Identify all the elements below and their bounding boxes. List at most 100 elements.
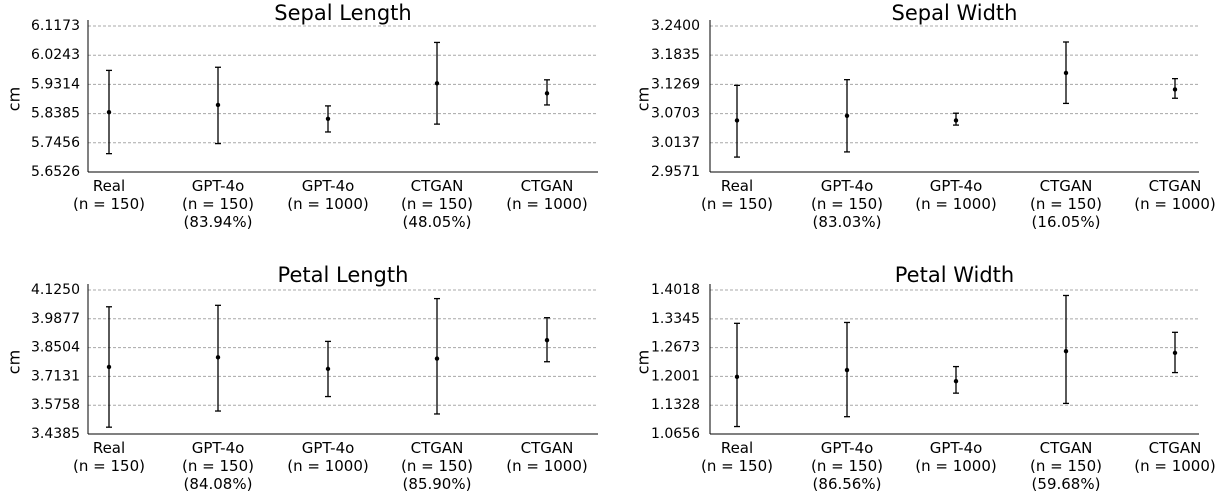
y-tick-label: 2.9571: [651, 164, 700, 180]
x-tick-label-line: (n = 1000): [1134, 457, 1216, 475]
x-tick-label-line: Real: [93, 177, 125, 195]
x-tick-label: CTGAN (n = 1000): [506, 439, 588, 475]
x-tick-label-line: (n = 150): [701, 195, 773, 213]
x-tick-label-line: (85.90%): [403, 475, 472, 493]
y-tick-label: 3.0137: [651, 135, 700, 151]
x-tick-label-line: (n = 150): [73, 457, 145, 475]
x-tick-label-line: CTGAN: [411, 177, 464, 195]
mean-point: [953, 378, 959, 384]
x-tick-label-line: CTGAN: [1149, 439, 1202, 457]
x-tick-label-line: CTGAN: [1149, 177, 1202, 195]
y-tick-label: 5.6526: [31, 164, 80, 180]
x-tick-label-line: (n = 150): [701, 457, 773, 475]
x-tick-label-line: (n = 150): [182, 195, 254, 213]
x-tick-label-line: CTGAN: [521, 439, 574, 457]
mean-point: [953, 118, 959, 123]
mean-point: [434, 356, 440, 361]
x-tick-label: CTGAN (n = 150) (59.68%): [1030, 439, 1102, 493]
y-tick-label: 5.9314: [31, 76, 80, 92]
mean-point: [844, 113, 850, 118]
y-tick-label: 3.2400: [651, 18, 700, 34]
x-tick-label-line: (n = 150): [811, 195, 883, 213]
chart-panel-1: Sepal Length cm 5.6526 5.7456 5.8385 5.9314 6.…: [5, 1, 598, 231]
x-tick-label-line: (n = 150): [401, 457, 473, 475]
y-tick-label: 3.7131: [31, 368, 80, 384]
x-tick-label: Real (n = 150): [73, 177, 145, 213]
mean-point: [434, 81, 440, 86]
x-tick-label-line: Real: [721, 439, 753, 457]
mean-point: [1063, 348, 1069, 354]
mean-point: [734, 118, 740, 123]
x-tick-label: Real (n = 150): [701, 177, 773, 213]
y-tick-label: 1.0656: [651, 426, 700, 442]
y-tick-label: 3.1269: [651, 76, 700, 92]
mean-point: [106, 364, 112, 370]
mean-point: [734, 374, 740, 380]
chart-panel-4: Petal Width cm 1.0656 1.1328 1.2001 1.2673 1.3…: [634, 263, 1216, 493]
x-tick-label: CTGAN (n = 150) (85.90%): [401, 439, 473, 493]
x-tick-label: GPT-4o (n = 150) (83.94%): [182, 177, 254, 231]
x-tick-label-line: (83.03%): [813, 213, 882, 231]
mean-point: [1063, 70, 1069, 76]
mean-point: [215, 355, 221, 360]
x-tick-label-line: (n = 1000): [915, 457, 997, 475]
y-tick-label: 3.1835: [651, 47, 700, 63]
mean-point: [106, 109, 112, 115]
x-tick-label: CTGAN (n = 1000): [1134, 177, 1216, 213]
y-tick-label: 6.1173: [31, 18, 80, 34]
mean-point: [1172, 350, 1178, 356]
x-tick-label: GPT-4o (n = 1000): [287, 439, 369, 475]
x-tick-label-line: (n = 1000): [506, 195, 588, 213]
mean-point: [215, 102, 221, 108]
x-tick-label-line: GPT-4o: [930, 177, 983, 195]
x-tick-label-line: (n = 150): [401, 195, 473, 213]
x-tick-label-line: (n = 150): [1030, 457, 1102, 475]
x-tick-label: CTGAN (n = 150) (16.05%): [1030, 177, 1102, 231]
x-tick-label-line: (n = 1000): [287, 457, 369, 475]
chart-title: Sepal Length: [274, 1, 411, 25]
mean-point: [1172, 87, 1178, 92]
y-tick-label: 3.8504: [31, 340, 80, 356]
mean-point: [844, 367, 850, 373]
mean-point: [325, 366, 331, 372]
x-tick-label-line: GPT-4o: [302, 177, 355, 195]
y-tick-label: 4.1250: [31, 282, 80, 298]
y-tick-label: 3.4385: [31, 426, 80, 442]
chart-panel-2: Sepal Width cm 2.9571 3.0137 3.0703 3.1269 3.1…: [634, 1, 1216, 231]
x-tick-label-line: (n = 1000): [506, 457, 588, 475]
x-tick-label-line: CTGAN: [411, 439, 464, 457]
y-tick-label: 1.4018: [651, 282, 700, 298]
x-tick-label-line: (n = 150): [182, 457, 254, 475]
x-tick-label-line: (n = 1000): [287, 195, 369, 213]
y-axis-label: cm: [634, 350, 653, 374]
x-tick-label-line: GPT-4o: [192, 177, 245, 195]
y-tick-label: 1.2673: [651, 340, 700, 356]
x-tick-label: GPT-4o (n = 1000): [915, 439, 997, 475]
x-tick-label: GPT-4o (n = 1000): [915, 177, 997, 213]
x-tick-label: GPT-4o (n = 150) (84.08%): [182, 439, 254, 493]
x-tick-label-line: (n = 150): [1030, 195, 1102, 213]
x-tick-label: Real (n = 150): [701, 439, 773, 475]
x-tick-label-line: (n = 150): [811, 457, 883, 475]
chart-panel-3: Petal Length cm 3.4385 3.5758 3.7131 3.8504 3.…: [5, 263, 598, 493]
y-tick-label: 5.8385: [31, 106, 80, 122]
x-tick-label-line: CTGAN: [521, 177, 574, 195]
x-tick-label-line: (84.08%): [184, 475, 253, 493]
x-tick-label-line: (16.05%): [1032, 213, 1101, 231]
x-tick-label: GPT-4o (n = 150) (86.56%): [811, 439, 883, 493]
y-tick-label: 1.2001: [651, 368, 700, 384]
x-tick-label: GPT-4o (n = 1000): [287, 177, 369, 213]
x-tick-label-line: (86.56%): [813, 475, 882, 493]
x-tick-label-line: Real: [721, 177, 753, 195]
y-tick-label: 1.3345: [651, 311, 700, 327]
x-tick-label-line: GPT-4o: [930, 439, 983, 457]
y-axis-label: cm: [634, 87, 653, 111]
x-tick-label: CTGAN (n = 1000): [1134, 439, 1216, 475]
y-tick-label: 3.5758: [31, 397, 80, 413]
x-tick-label-line: (n = 1000): [1134, 195, 1216, 213]
mean-point: [325, 116, 331, 121]
chart-title: Petal Width: [895, 263, 1014, 287]
x-tick-label-line: (n = 150): [73, 195, 145, 213]
x-tick-label-line: Real: [93, 439, 125, 457]
